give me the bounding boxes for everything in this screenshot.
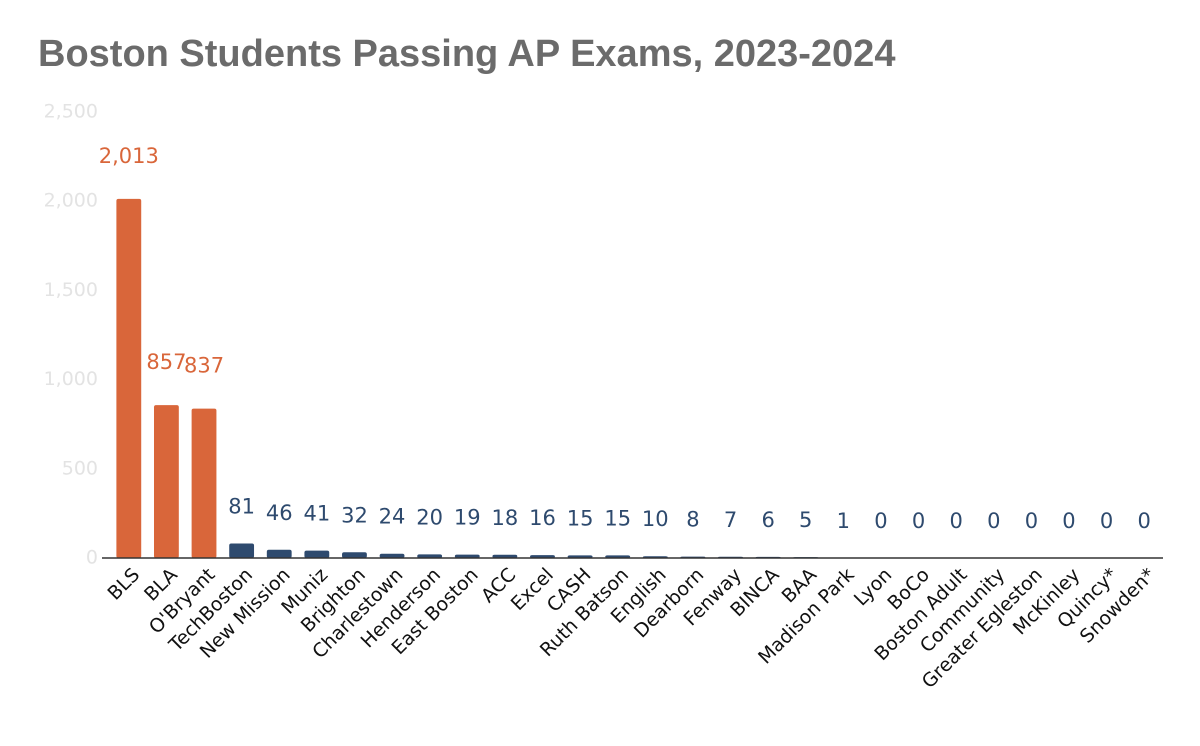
value-label: 18 bbox=[492, 506, 519, 530]
value-label: 19 bbox=[454, 506, 481, 530]
value-label: 15 bbox=[567, 506, 594, 530]
value-label: 1 bbox=[837, 509, 850, 533]
value-label: 8 bbox=[686, 508, 699, 532]
value-label: 0 bbox=[1100, 509, 1113, 533]
y-tick-label: 2,000 bbox=[44, 190, 98, 212]
bar bbox=[304, 551, 329, 558]
y-tick-label: 500 bbox=[62, 457, 98, 479]
value-label: 32 bbox=[341, 503, 368, 527]
value-label: 41 bbox=[303, 502, 330, 526]
value-label: 0 bbox=[1025, 509, 1038, 533]
value-label: 5 bbox=[799, 508, 812, 532]
value-label: 81 bbox=[228, 495, 255, 519]
y-tick-label: 1,000 bbox=[44, 368, 98, 390]
value-label: 7 bbox=[724, 508, 737, 532]
value-label: 15 bbox=[604, 506, 631, 530]
value-label: 857 bbox=[146, 350, 186, 374]
value-label: 0 bbox=[912, 509, 925, 533]
value-label: 0 bbox=[1062, 509, 1075, 533]
value-label: 46 bbox=[266, 501, 293, 525]
value-label: 837 bbox=[184, 354, 224, 378]
bar bbox=[342, 552, 367, 558]
value-label: 20 bbox=[416, 505, 443, 529]
value-label: 0 bbox=[949, 509, 962, 533]
bar bbox=[267, 550, 292, 558]
value-label: 6 bbox=[761, 508, 774, 532]
bar bbox=[192, 409, 217, 558]
value-label: 16 bbox=[529, 506, 556, 530]
bar bbox=[229, 544, 254, 558]
x-tick-label: BLS bbox=[103, 564, 144, 605]
y-tick-label: 0 bbox=[86, 547, 98, 569]
bar bbox=[116, 199, 141, 558]
value-label: 0 bbox=[987, 509, 1000, 533]
value-label: 10 bbox=[642, 507, 669, 531]
bar bbox=[154, 405, 179, 558]
value-label: 24 bbox=[379, 505, 406, 529]
y-tick-label: 2,500 bbox=[44, 101, 98, 123]
value-label: 2,013 bbox=[99, 144, 159, 168]
value-label: 0 bbox=[874, 509, 887, 533]
value-label: 0 bbox=[1138, 509, 1151, 533]
y-tick-label: 1,500 bbox=[44, 279, 98, 301]
chart-title: Boston Students Passing AP Exams, 2023-2… bbox=[38, 33, 895, 75]
